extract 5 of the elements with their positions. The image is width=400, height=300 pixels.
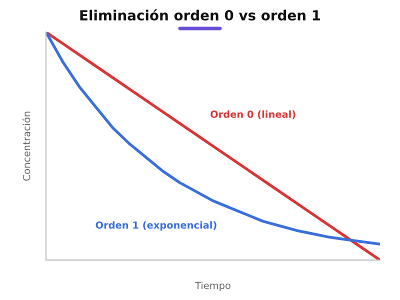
- series-label: Orden 1 (exponencial): [96, 221, 216, 231]
- chart-title: Eliminación orden 0 vs orden 1: [80, 9, 320, 21]
- x-axis-title: Tiempo: [195, 282, 230, 292]
- text: Orden 0 (lineal): [210, 110, 296, 120]
- y-axis-title: Concentración: [22, 112, 30, 181]
